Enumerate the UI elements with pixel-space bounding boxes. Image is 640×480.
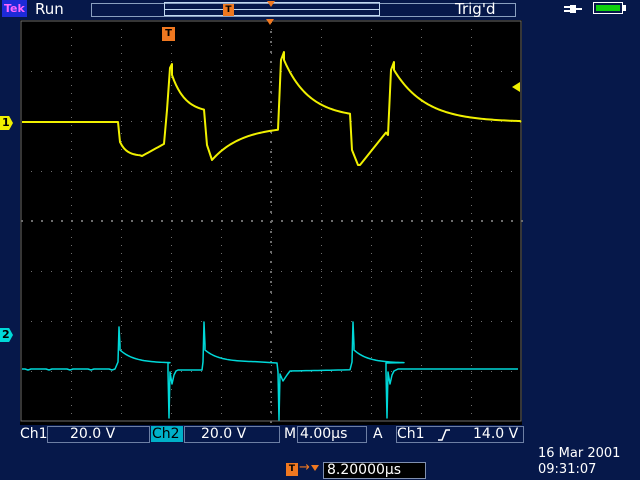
ch1-scale: 20.0 V — [70, 426, 116, 442]
delay-box — [323, 462, 426, 479]
trigger-position-marker[interactable]: T — [162, 27, 175, 41]
ch2-waveform — [22, 321, 518, 421]
ch2-label: Ch2 — [151, 426, 183, 442]
ch1-label: Ch1 — [20, 426, 48, 442]
delay-pointer-icon — [311, 465, 319, 471]
brand-logo: Tek — [2, 0, 27, 17]
trigger-level: 14.0 V — [473, 426, 519, 442]
delay-arrow-icon: → — [299, 460, 310, 475]
ch1-waveform — [22, 51, 522, 166]
ch1-scale-box — [47, 426, 150, 443]
record-line — [165, 9, 379, 10]
ch2-scale-box — [184, 426, 280, 443]
timebase-box — [297, 426, 367, 443]
trigger-mode: A — [373, 426, 383, 442]
timebase-value: 4.00µs — [300, 426, 348, 442]
status-bar: Tek Run T Trig'd — [0, 0, 640, 20]
trigger-box — [396, 426, 524, 443]
battery-tip — [623, 5, 626, 11]
rising-edge-icon — [438, 429, 450, 441]
trigger-point-arrow-icon — [266, 19, 274, 25]
battery-fill — [596, 5, 620, 11]
ch1-ground-marker[interactable]: 1 — [0, 116, 13, 130]
trigger-state: Trig'd — [455, 0, 496, 18]
record-position-arrow-icon — [267, 1, 275, 7]
date-display: 16 Mar 2001 — [538, 446, 621, 461]
trigger-level-arrow-icon[interactable] — [512, 82, 520, 92]
acquisition-state: Run — [35, 0, 64, 18]
delay-trigger-icon: T — [286, 463, 298, 476]
record-length-bar — [91, 3, 516, 17]
time-display: 09:31:07 — [538, 462, 597, 477]
ch2-scale: 20.0 V — [201, 426, 247, 442]
readout-panel — [0, 425, 640, 480]
ch2-ground-marker[interactable]: 2 — [0, 328, 13, 342]
battery-icon — [593, 2, 623, 14]
timebase-label: M — [284, 426, 297, 442]
horizontal-delay: 8.20000µs — [327, 462, 402, 478]
power-plug-icon — [564, 5, 582, 13]
right-margin — [522, 20, 640, 425]
trigger-source: Ch1 — [397, 426, 425, 442]
record-trigger-marker: T — [223, 4, 234, 16]
